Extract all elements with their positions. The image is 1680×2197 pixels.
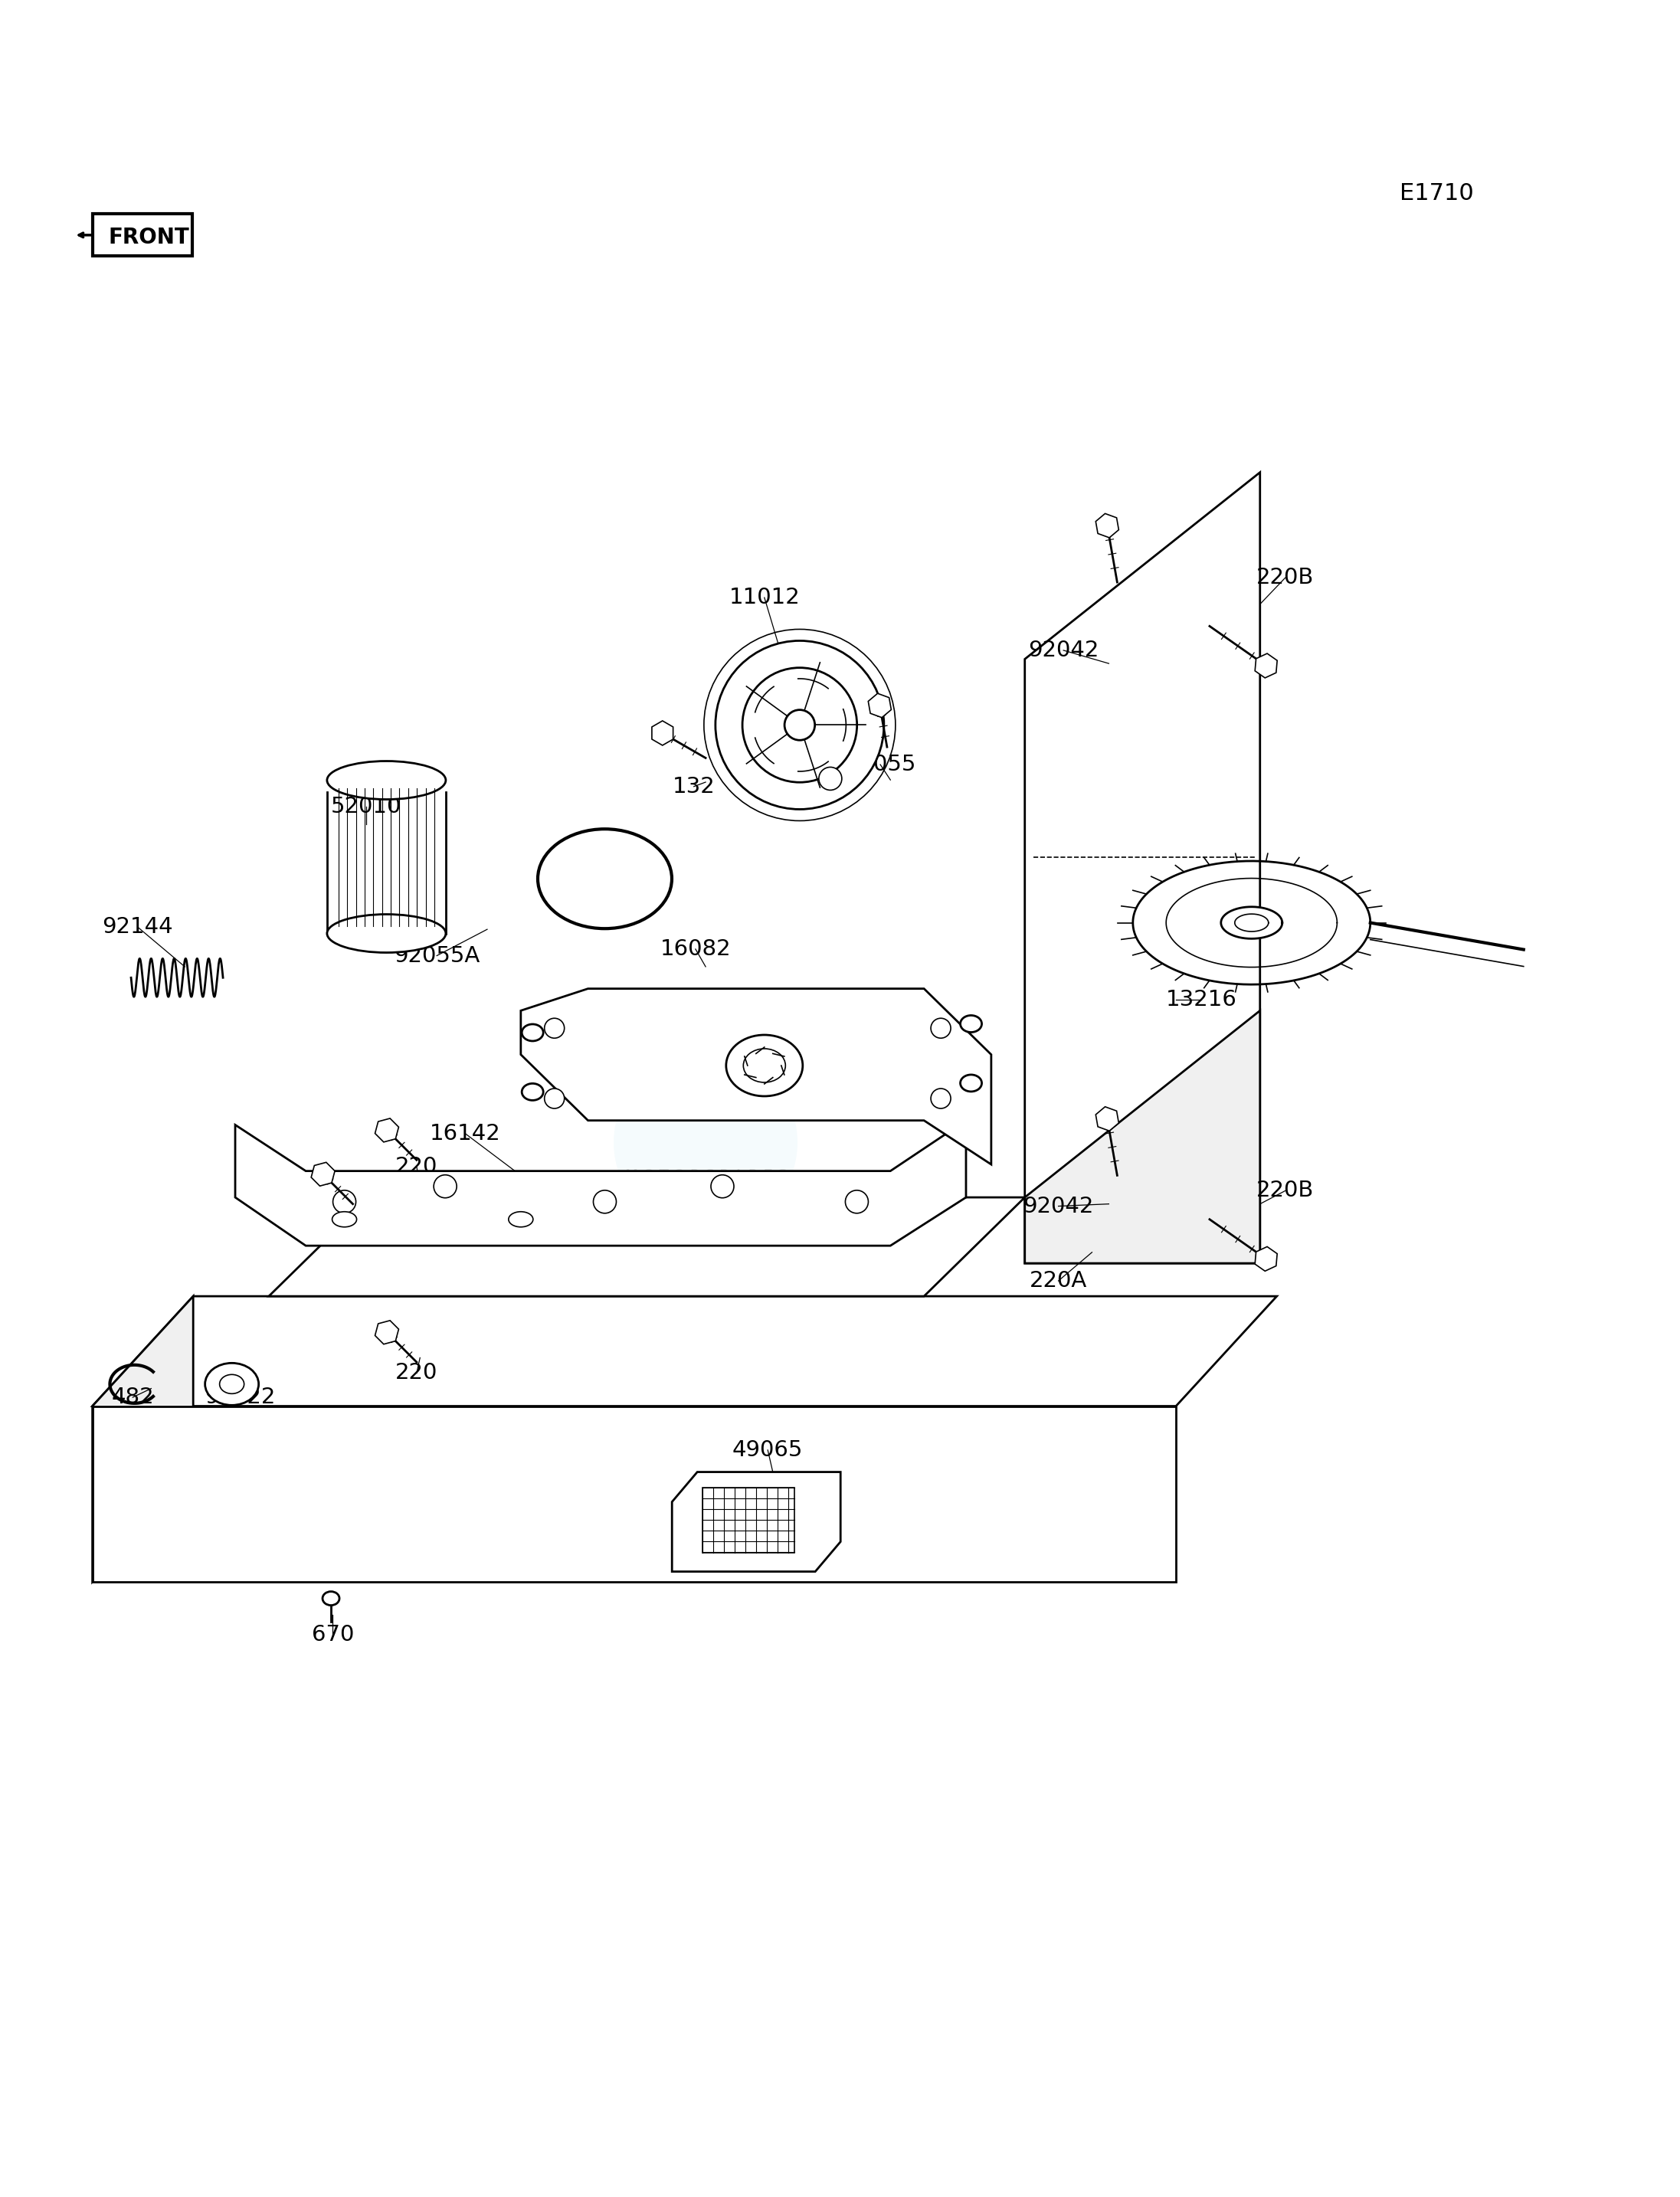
Ellipse shape [220, 1375, 244, 1393]
Ellipse shape [522, 1083, 543, 1101]
Polygon shape [1255, 1246, 1277, 1272]
Ellipse shape [743, 1048, 786, 1083]
Text: 670: 670 [311, 1624, 354, 1646]
Ellipse shape [509, 1213, 533, 1226]
Bar [92, 213, 193, 257]
Polygon shape [375, 1320, 398, 1345]
Text: 92042: 92042 [1028, 639, 1099, 661]
Circle shape [931, 1017, 951, 1039]
Circle shape [785, 710, 815, 740]
Polygon shape [1025, 472, 1260, 1263]
Text: FRONT: FRONT [109, 226, 190, 248]
Polygon shape [235, 1120, 966, 1246]
Text: 49065: 49065 [732, 1439, 803, 1461]
Polygon shape [92, 1296, 193, 1582]
Polygon shape [1235, 914, 1268, 932]
Polygon shape [311, 1162, 334, 1186]
Polygon shape [521, 989, 991, 1164]
Circle shape [544, 1017, 564, 1039]
Ellipse shape [538, 828, 672, 929]
Polygon shape [92, 1296, 1277, 1406]
Circle shape [931, 1088, 951, 1109]
Ellipse shape [961, 1015, 981, 1033]
Text: 132: 132 [672, 776, 716, 798]
Polygon shape [375, 1118, 398, 1142]
Text: 16142: 16142 [430, 1123, 501, 1145]
Polygon shape [652, 721, 674, 745]
Text: 482: 482 [111, 1386, 155, 1408]
Ellipse shape [205, 1362, 259, 1406]
Bar [702, 1487, 795, 1553]
Text: 92055: 92055 [845, 754, 916, 776]
Ellipse shape [328, 760, 445, 800]
Ellipse shape [328, 914, 445, 953]
Ellipse shape [961, 1074, 981, 1092]
Text: 92042: 92042 [1023, 1195, 1094, 1217]
Polygon shape [1221, 907, 1282, 938]
Polygon shape [869, 694, 892, 718]
Circle shape [711, 1175, 734, 1197]
Text: 220: 220 [395, 1156, 438, 1178]
Text: 13216: 13216 [1166, 989, 1236, 1011]
Ellipse shape [522, 1024, 543, 1041]
Polygon shape [1095, 1107, 1119, 1131]
Polygon shape [672, 1472, 840, 1571]
Circle shape [716, 642, 884, 808]
Text: 220B: 220B [1257, 567, 1314, 589]
Text: M O T O R S P A R E S: M O T O R S P A R E S [625, 1169, 786, 1182]
Text: 16082: 16082 [660, 938, 731, 960]
Circle shape [613, 1050, 798, 1235]
Text: 220A: 220A [1030, 1270, 1087, 1292]
Text: 52010: 52010 [331, 795, 402, 817]
Text: E1710: E1710 [1399, 182, 1473, 204]
Circle shape [333, 1191, 356, 1213]
Text: 220: 220 [311, 1206, 354, 1228]
Circle shape [544, 1088, 564, 1109]
Circle shape [743, 668, 857, 782]
Ellipse shape [333, 1213, 356, 1226]
Ellipse shape [726, 1035, 803, 1096]
Ellipse shape [323, 1591, 339, 1606]
Polygon shape [269, 1197, 1025, 1296]
Circle shape [433, 1175, 457, 1197]
Text: 92055A: 92055A [393, 945, 480, 967]
Text: 16154: 16154 [583, 1079, 654, 1101]
Circle shape [593, 1191, 617, 1213]
Text: 220B: 220B [1257, 1180, 1314, 1202]
Polygon shape [1255, 653, 1277, 679]
Text: 92144: 92144 [102, 916, 173, 938]
Circle shape [818, 767, 842, 791]
Polygon shape [92, 1406, 1176, 1582]
Polygon shape [1095, 514, 1119, 538]
Circle shape [845, 1191, 869, 1213]
Polygon shape [1025, 1011, 1260, 1263]
Text: 92022: 92022 [205, 1386, 276, 1408]
Text: 11012: 11012 [729, 587, 800, 609]
Text: 220: 220 [395, 1362, 438, 1384]
